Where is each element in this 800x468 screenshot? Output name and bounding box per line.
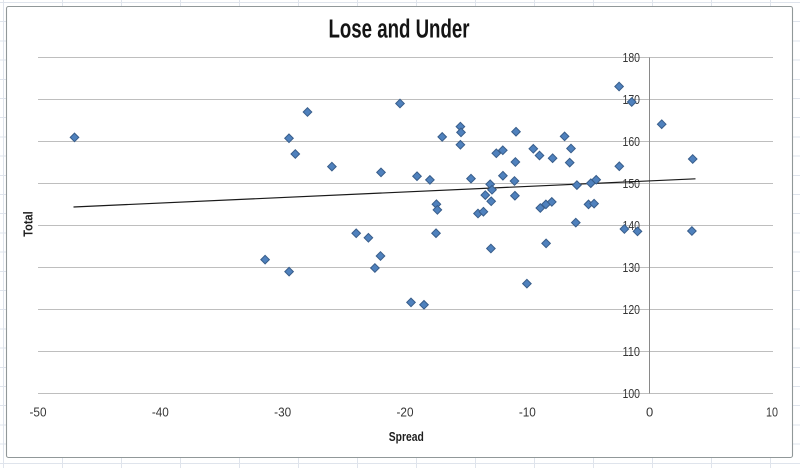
- svg-text:130: 130: [623, 260, 641, 275]
- svg-text:0: 0: [646, 405, 653, 420]
- svg-text:-10: -10: [519, 405, 536, 420]
- svg-text:180: 180: [623, 50, 641, 65]
- svg-text:-50: -50: [30, 405, 47, 420]
- svg-text:Spread: Spread: [389, 429, 424, 444]
- svg-text:-30: -30: [274, 405, 291, 420]
- svg-text:-20: -20: [396, 405, 413, 420]
- svg-text:160: 160: [623, 134, 641, 149]
- svg-text:-40: -40: [152, 405, 169, 420]
- svg-text:120: 120: [623, 302, 641, 317]
- svg-text:150: 150: [623, 176, 641, 191]
- svg-text:Lose and Under: Lose and Under: [329, 16, 470, 44]
- svg-text:110: 110: [623, 344, 641, 359]
- svg-text:100: 100: [623, 386, 641, 401]
- svg-text:Total: Total: [21, 211, 36, 237]
- svg-text:10: 10: [766, 405, 778, 420]
